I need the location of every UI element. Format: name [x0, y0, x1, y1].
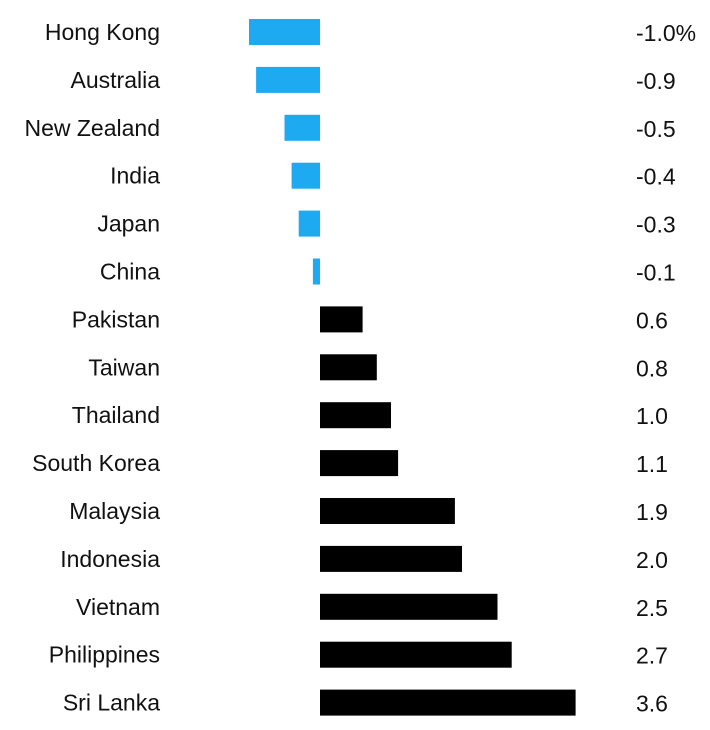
value-label-china: -0.1 — [636, 260, 676, 286]
bar-philippines — [320, 641, 512, 668]
bar-malaysia — [320, 498, 455, 524]
category-label-indonesia: Indonesia — [60, 546, 160, 572]
category-label-philippines: Philippines — [49, 642, 160, 668]
value-label-taiwan: 0.8 — [636, 355, 668, 381]
value-label-vietnam: 2.5 — [636, 595, 668, 621]
value-label-philippines: 2.7 — [636, 643, 668, 669]
value-label-thailand: 1.0 — [636, 403, 668, 429]
value-label-malaysia: 1.9 — [636, 499, 668, 525]
category-label-new-zealand: New Zealand — [24, 115, 160, 141]
category-label-thailand: Thailand — [72, 402, 160, 428]
bar-india — [291, 162, 320, 189]
bar-hong-kong — [249, 19, 320, 45]
value-label-hong-kong: -1.0% — [636, 20, 696, 46]
bar-japan — [298, 210, 320, 237]
category-label-hong-kong: Hong Kong — [45, 19, 160, 45]
value-label-pakistan: 0.6 — [636, 307, 668, 333]
category-label-sri-lanka: Sri Lanka — [63, 690, 160, 716]
category-labels: Hong Kong Australia New Zealand India Japan C… — [24, 19, 160, 716]
bars — [249, 19, 576, 716]
value-label-sri-lanka: 3.6 — [636, 691, 668, 717]
bar-south-korea — [320, 450, 399, 477]
category-label-china: China — [100, 259, 160, 285]
bar-new-zealand — [284, 114, 320, 141]
value-label-indonesia: 2.0 — [636, 547, 668, 573]
category-label-south-korea: South Korea — [32, 450, 160, 476]
value-label-new-zealand: -0.5 — [636, 116, 676, 142]
bar-australia — [256, 66, 320, 93]
bar-indonesia — [320, 545, 462, 572]
bar-thailand — [320, 402, 391, 429]
bar-vietnam — [320, 593, 498, 620]
bar-sri-lanka — [320, 689, 576, 716]
value-label-india: -0.4 — [636, 164, 676, 190]
value-label-australia: -0.9 — [636, 68, 676, 94]
value-labels: -1.0% -0.9 -0.5 -0.4 -0.3 -0.1 0.6 0.8 1.0 1.1 1.9… — [636, 20, 696, 717]
bar-pakistan — [320, 306, 363, 333]
category-label-india: India — [110, 163, 160, 189]
bar-china — [312, 258, 320, 285]
category-label-vietnam: Vietnam — [76, 594, 160, 620]
category-label-japan: Japan — [97, 211, 160, 237]
bar-taiwan — [320, 354, 377, 381]
category-label-pakistan: Pakistan — [72, 306, 160, 332]
category-label-taiwan: Taiwan — [88, 354, 160, 380]
value-label-south-korea: 1.1 — [636, 451, 668, 477]
category-label-australia: Australia — [71, 67, 161, 93]
category-label-malaysia: Malaysia — [69, 498, 160, 524]
value-label-japan: -0.3 — [636, 212, 676, 238]
